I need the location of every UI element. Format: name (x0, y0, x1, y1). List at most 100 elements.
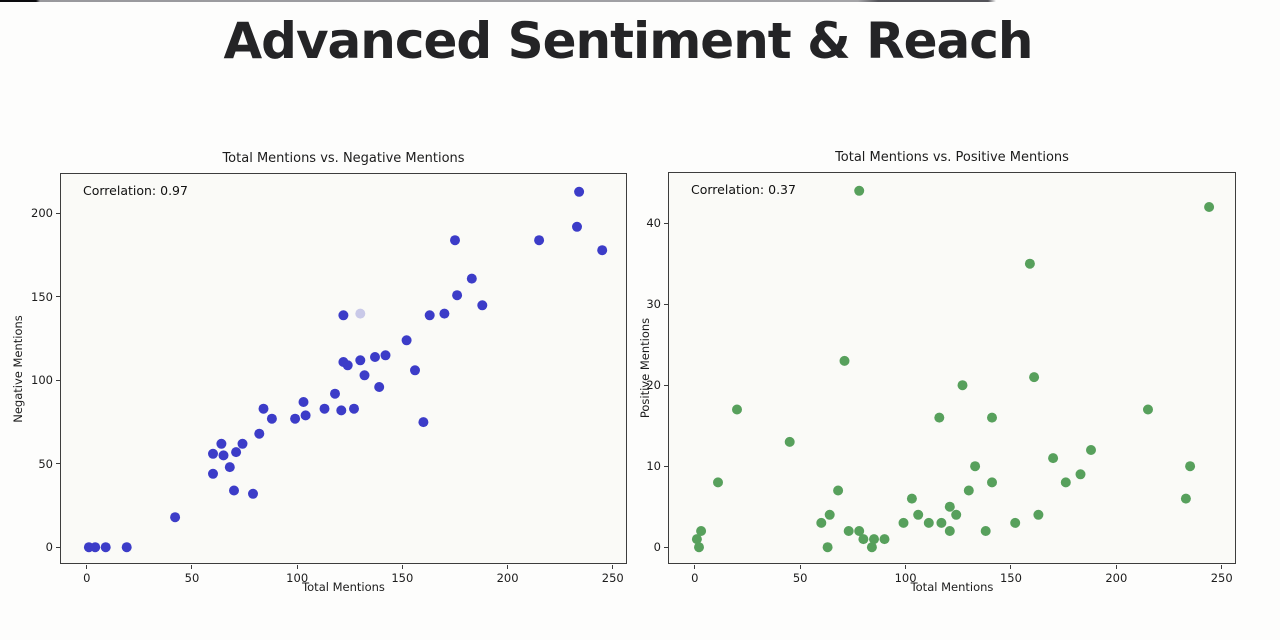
data-point (1029, 372, 1040, 383)
x-tick-mark (1010, 565, 1012, 569)
data-point (534, 235, 545, 246)
data-point (784, 436, 795, 447)
data-point (410, 365, 420, 376)
data-point (208, 468, 218, 479)
data-point (1143, 404, 1153, 415)
data-point (923, 517, 934, 528)
data-point (732, 404, 742, 415)
y-tick-label: 50 (38, 456, 53, 471)
y-tick-mark (664, 546, 668, 548)
data-point (336, 405, 347, 416)
x-tick-label: 0 (83, 571, 91, 585)
data-point (229, 485, 239, 496)
data-point (355, 355, 366, 366)
data-point (944, 526, 955, 536)
y-tick-label: 100 (31, 373, 53, 388)
y-tick-mark (664, 222, 668, 224)
data-point (424, 310, 435, 321)
data-point (237, 438, 248, 449)
data-point (713, 477, 723, 488)
data-point (816, 517, 827, 528)
data-point (121, 542, 132, 553)
chart-title: Total Mentions vs. Negative Mentions (222, 151, 465, 166)
data-point (208, 448, 218, 459)
data-point (231, 447, 242, 458)
data-point (359, 370, 370, 381)
data-point (100, 542, 111, 553)
data-point (248, 488, 258, 499)
x-tick-mark (799, 565, 801, 569)
x-tick-label: 50 (184, 571, 200, 585)
scatter-points-layer (691, 185, 1215, 553)
data-point (258, 403, 269, 414)
data-point (951, 509, 962, 520)
x-tick-mark (1221, 565, 1223, 569)
data-point (843, 526, 854, 536)
x-tick-mark (401, 565, 403, 569)
y-tick-mark (56, 463, 60, 465)
data-point (944, 501, 955, 512)
data-point (218, 450, 229, 461)
data-point (349, 403, 359, 414)
data-point (936, 517, 947, 528)
data-point (824, 509, 835, 520)
y-tick-label: 10 (646, 459, 661, 474)
x-tick-label: 250 (1210, 571, 1233, 585)
x-tick-mark (905, 565, 907, 569)
x-tick-label: 150 (999, 571, 1022, 585)
y-tick-mark (664, 465, 668, 467)
data-point (987, 477, 997, 488)
x-tick-label: 0 (691, 571, 699, 585)
data-point (963, 485, 974, 496)
data-point (906, 493, 917, 504)
y-tick-label: 0 (653, 540, 661, 555)
data-point (879, 534, 890, 545)
data-point (450, 235, 460, 246)
data-point (854, 185, 865, 196)
page-title: Advanced Sentiment & Reach (223, 12, 1033, 70)
data-point (858, 534, 869, 545)
data-point (913, 509, 924, 520)
x-tick-label: 200 (1105, 571, 1128, 585)
x-tick-label: 200 (496, 571, 519, 585)
data-point (170, 512, 181, 523)
correlation-annotation: Correlation: 0.37 (691, 182, 796, 197)
data-point (290, 413, 301, 424)
y-tick-label: 30 (646, 297, 661, 312)
data-point (300, 410, 311, 421)
data-point (934, 412, 945, 423)
x-axis-label: Total Mentions (302, 580, 385, 594)
y-tick-label: 200 (31, 206, 53, 221)
data-point (298, 397, 309, 407)
data-point (691, 534, 702, 545)
data-point (970, 461, 981, 472)
y-tick-label: 40 (646, 216, 661, 231)
data-point (574, 186, 585, 197)
x-tick-mark (1115, 565, 1117, 569)
data-point (957, 380, 968, 391)
data-point (1060, 477, 1071, 488)
scatter-chart-positive-mentions: Total Mentions vs. Positive Mentions Cor… (638, 150, 1236, 594)
data-point (439, 308, 450, 319)
data-point (355, 308, 366, 319)
y-tick-label: 0 (45, 540, 53, 555)
data-point (90, 542, 101, 553)
data-point (597, 245, 608, 256)
data-point (452, 290, 463, 301)
data-point (1048, 453, 1059, 464)
x-tick-mark (296, 565, 298, 569)
data-point (216, 438, 227, 449)
scatter-chart-negative-mentions: Total Mentions vs. Negative Mentions Cor… (11, 151, 627, 594)
y-tick-mark (56, 212, 60, 214)
data-point (696, 526, 707, 536)
data-point (694, 542, 704, 553)
x-tick-mark (612, 565, 614, 569)
data-point (833, 485, 844, 496)
data-point (1204, 202, 1215, 212)
data-point (401, 335, 412, 346)
x-tick-label: 150 (391, 571, 414, 585)
data-point (1075, 469, 1086, 480)
data-point (1033, 509, 1044, 520)
data-point (342, 360, 353, 371)
x-tick-mark (191, 565, 193, 569)
